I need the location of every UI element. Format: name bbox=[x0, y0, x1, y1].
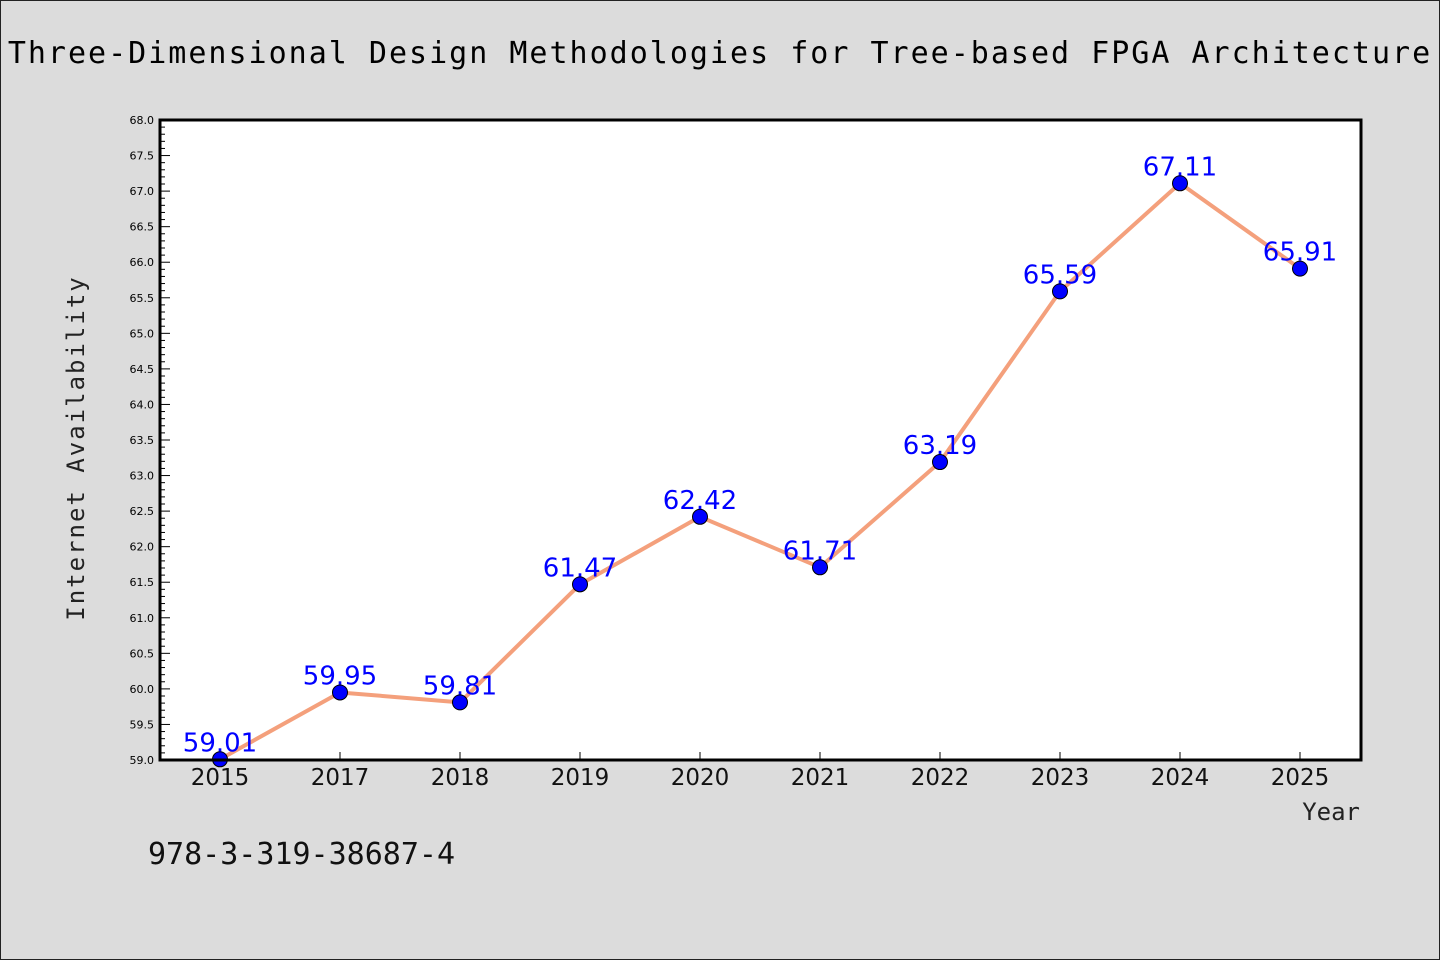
data-point bbox=[812, 559, 828, 576]
y-tick-label: 66.0 bbox=[130, 256, 155, 269]
y-axis: 59.0 59.5 60.0 60.5 61.0 61.5 62.0 62.5 63.0 63.5… bbox=[130, 114, 170, 767]
data-point bbox=[1292, 260, 1308, 277]
x-tick-label: 2017 bbox=[311, 765, 370, 791]
y-tick-label: 64.5 bbox=[130, 363, 155, 376]
x-tick-label: 2020 bbox=[671, 765, 730, 791]
y-tick-label: 59.0 bbox=[130, 754, 155, 767]
data-labels: 59.01 59.95 59.81 61.47 62.42 61.71 63.19 65.59… bbox=[183, 152, 1337, 758]
x-tick-label: 2022 bbox=[911, 765, 970, 791]
x-axis: 2015 2017 2018 2019 2020 2021 2022 2023 2024 2025 bbox=[191, 752, 1330, 791]
data-point bbox=[932, 454, 948, 471]
data-point bbox=[452, 694, 468, 711]
plot-area bbox=[160, 120, 1361, 760]
x-tick-label: 2018 bbox=[431, 765, 490, 791]
data-point bbox=[572, 576, 588, 593]
y-tick-label: 63.0 bbox=[130, 470, 155, 483]
x-tick-label: 2025 bbox=[1271, 765, 1330, 791]
y-tick-label: 67.5 bbox=[130, 150, 155, 163]
data-label: 61.47 bbox=[543, 553, 617, 583]
y-tick-label: 62.0 bbox=[130, 541, 155, 554]
data-label: 62.42 bbox=[663, 486, 737, 516]
series-line-path bbox=[218, 181, 1302, 762]
x-tick-label: 2019 bbox=[551, 765, 610, 791]
plot-frame bbox=[158, 118, 1363, 762]
data-label: 61.71 bbox=[783, 536, 857, 566]
chart-title: Three-Dimensional Design Methodologies f… bbox=[8, 36, 1432, 71]
x-tick-label: 2024 bbox=[1151, 765, 1210, 791]
data-label: 67.11 bbox=[1143, 152, 1217, 182]
data-label: 59.95 bbox=[303, 661, 377, 691]
data-markers bbox=[212, 175, 1308, 768]
y-tick-label: 60.5 bbox=[130, 647, 155, 660]
y-tick-label: 67.0 bbox=[130, 185, 155, 198]
data-point bbox=[332, 684, 348, 701]
y-tick-label: 62.5 bbox=[130, 505, 155, 518]
y-tick-label: 68.0 bbox=[130, 114, 155, 127]
series-line bbox=[218, 181, 1302, 762]
x-axis-title: Year bbox=[1302, 798, 1360, 826]
y-tick-label: 64.0 bbox=[130, 398, 155, 411]
data-label: 65.91 bbox=[1263, 238, 1337, 268]
data-point bbox=[1172, 175, 1188, 192]
y-tick-label: 65.0 bbox=[130, 327, 155, 340]
data-point bbox=[1052, 283, 1068, 300]
data-label: 59.01 bbox=[183, 728, 257, 758]
data-point bbox=[692, 508, 708, 525]
y-tick-label: 59.5 bbox=[130, 718, 155, 731]
data-label: 65.59 bbox=[1023, 260, 1097, 290]
chart-annotation: 978-3-319-38687-4 bbox=[148, 837, 455, 872]
y-axis-title: Internet Availability bbox=[62, 275, 90, 620]
y-tick-label: 66.5 bbox=[130, 221, 155, 234]
y-tick-label: 60.0 bbox=[130, 683, 155, 696]
x-tick-label: 2015 bbox=[191, 765, 250, 791]
x-tick-label: 2023 bbox=[1031, 765, 1090, 791]
x-tick-label: 2021 bbox=[791, 765, 850, 791]
y-tick-label: 61.0 bbox=[130, 612, 155, 625]
y-tick-label: 65.5 bbox=[130, 292, 155, 305]
data-label: 63.19 bbox=[903, 431, 977, 461]
data-label: 59.81 bbox=[423, 671, 497, 701]
y-tick-label: 61.5 bbox=[130, 576, 155, 589]
y-tick-label: 63.5 bbox=[130, 434, 155, 447]
